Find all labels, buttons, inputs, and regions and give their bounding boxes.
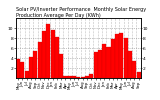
Bar bbox=[46, 24, 50, 78]
Bar bbox=[55, 37, 59, 78]
Bar bbox=[25, 70, 29, 78]
Bar bbox=[59, 54, 63, 78]
Bar bbox=[98, 50, 102, 78]
Text: Solar PV/Inverter Performance  Monthly Solar Energy Production Average Per Day (: Solar PV/Inverter Performance Monthly So… bbox=[16, 7, 146, 18]
Bar bbox=[72, 76, 76, 78]
Bar bbox=[20, 62, 24, 78]
Bar bbox=[68, 76, 72, 78]
Bar bbox=[81, 76, 85, 78]
Bar bbox=[85, 76, 89, 78]
Bar bbox=[42, 30, 46, 78]
Bar bbox=[102, 44, 106, 78]
Bar bbox=[89, 74, 93, 78]
Bar bbox=[16, 59, 20, 78]
Bar bbox=[64, 76, 68, 78]
Bar bbox=[128, 50, 132, 78]
Bar bbox=[29, 57, 33, 78]
Bar bbox=[111, 39, 115, 78]
Bar bbox=[51, 30, 55, 78]
Bar bbox=[107, 47, 111, 78]
Bar bbox=[137, 72, 141, 78]
Bar bbox=[132, 60, 136, 78]
Bar bbox=[119, 33, 124, 78]
Bar bbox=[38, 42, 42, 78]
Bar bbox=[94, 52, 98, 78]
Bar bbox=[124, 38, 128, 78]
Bar bbox=[33, 50, 37, 78]
Bar bbox=[76, 77, 80, 78]
Bar bbox=[115, 34, 119, 78]
